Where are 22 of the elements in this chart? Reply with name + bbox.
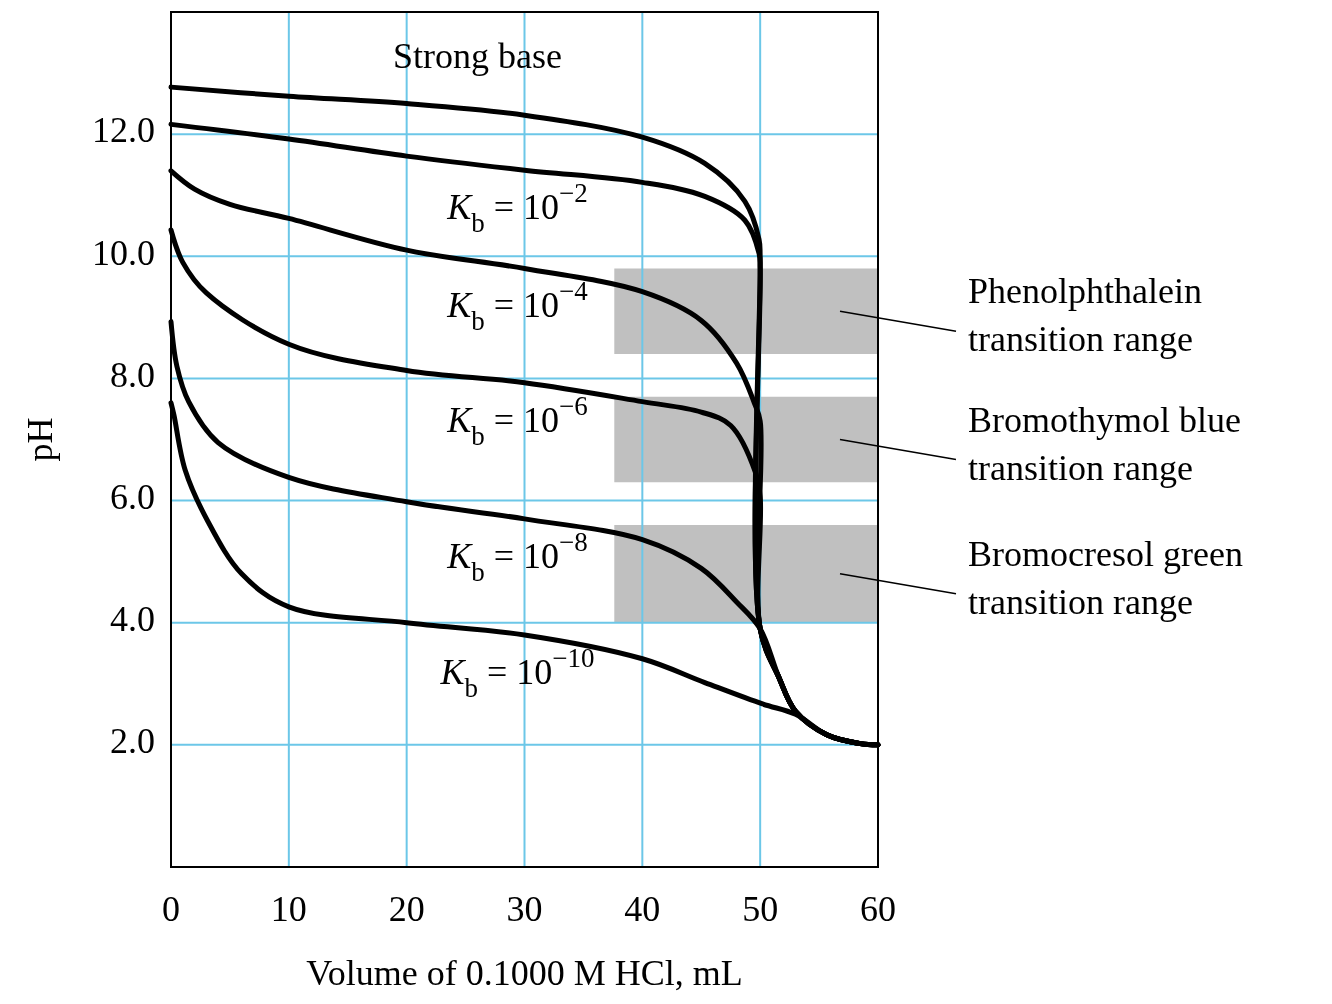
x-tick-label: 0 <box>162 889 180 929</box>
x-tick-label: 20 <box>388 889 425 929</box>
x-tick-label: 60 <box>860 889 896 929</box>
series-label: K$_{b}$ = 10$^{−2}$ <box>446 178 588 239</box>
series-label: K$_{b}$ = 10$^{−4}$ <box>446 276 589 337</box>
y-tick-label: 6.0 <box>110 476 155 517</box>
band-label: Bromothymol blue transition range <box>968 399 1241 488</box>
y-axis-title: pH <box>20 417 60 462</box>
x-tick-label: 40 <box>624 889 661 929</box>
series-label: K$_{b}$ = 10$^{−6}$ <box>446 391 588 452</box>
y-tick-label: 10.0 <box>92 232 155 273</box>
series-label: K$_{b}$ = 10$^{−8}$ <box>446 527 588 588</box>
y-tick-label: 8.0 <box>110 354 155 395</box>
y-tick-label: 12.0 <box>92 110 155 151</box>
band-label: Bromocresol green transition range <box>968 533 1243 622</box>
y-tick-label: 4.0 <box>110 598 155 639</box>
band-label: Phenolphthalein transition range <box>968 271 1202 360</box>
x-tick-label: 50 <box>742 889 779 929</box>
x-axis-title: Volume of 0.1000 M HCl, mL <box>306 953 743 993</box>
x-tick-label: 10 <box>270 889 307 929</box>
x-tick-label: 30 <box>506 889 543 929</box>
y-tick-label: 2.0 <box>110 721 155 762</box>
